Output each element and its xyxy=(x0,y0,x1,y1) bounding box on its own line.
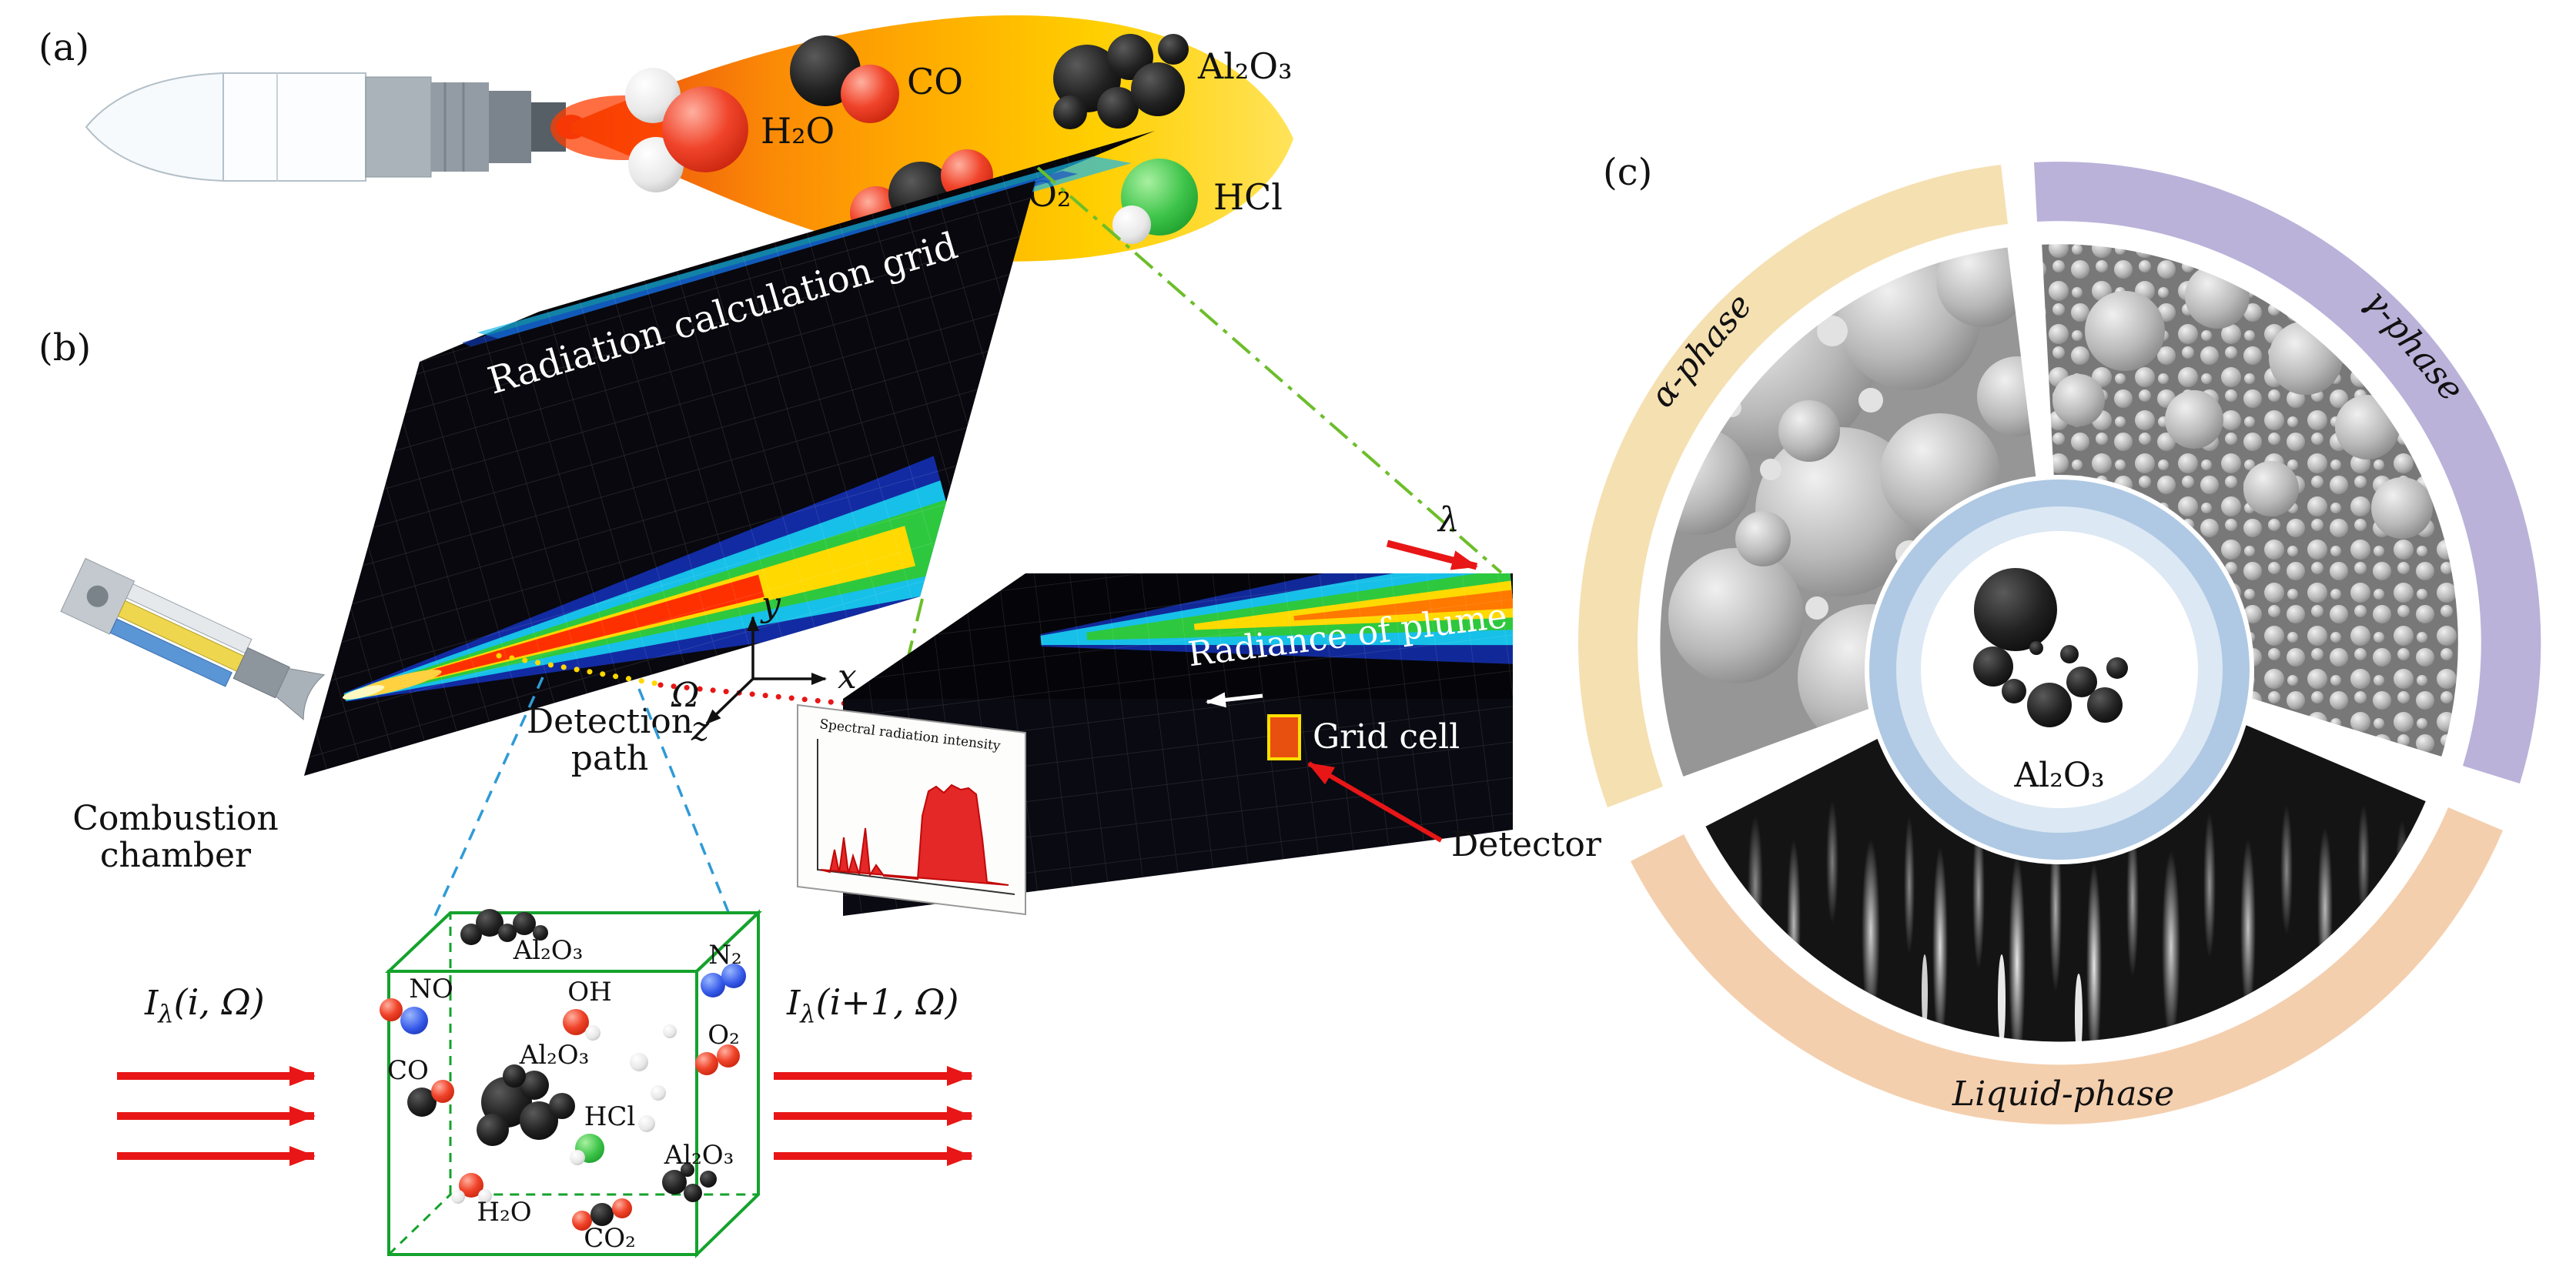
panel-b-label: (b) xyxy=(38,326,91,369)
cube-extra-atoms xyxy=(630,1024,677,1132)
grid-cell-highlight xyxy=(1267,714,1301,760)
panel-a: (a) H₂O CO xyxy=(38,15,1293,262)
cube-n2-b xyxy=(721,964,746,988)
molecule-co xyxy=(790,35,899,123)
molecule-hcl xyxy=(1112,159,1198,244)
grid-cell-label: Grid cell xyxy=(1313,717,1460,757)
intensity-out-label: Iλ(i+1, Ω) xyxy=(786,981,958,1028)
label-h2o: H₂O xyxy=(761,110,835,152)
cube-label-no: NO xyxy=(409,974,453,1004)
cube-molecules: Al₂O₃ NO OH N₂ CO Al₂O₃ HCl xyxy=(380,909,746,1254)
panel-a-label: (a) xyxy=(38,26,89,69)
intensity-in-arrows xyxy=(117,1066,316,1166)
zoom-guide-line-upper xyxy=(1036,166,1503,574)
cube-label-h2o: H₂O xyxy=(477,1197,531,1228)
cube-label-n2: N₂ xyxy=(708,940,741,971)
lambda-label: λ xyxy=(1437,500,1460,540)
center-al2o3-cluster xyxy=(1973,568,2128,727)
rocket-illustration xyxy=(85,72,587,182)
cube-co2-o1 xyxy=(572,1211,592,1231)
cube-oh-h xyxy=(585,1025,601,1041)
center-al2o3-medallion: Al₂O₃ xyxy=(1865,475,2254,864)
axis-x-label: x xyxy=(838,657,857,697)
alpha-ring-segment xyxy=(1577,165,2008,807)
sector-separators xyxy=(1654,238,2464,1048)
panel-c-label: (c) xyxy=(1603,151,1652,194)
cube-oh-o xyxy=(563,1009,589,1035)
liquid-phase-label: Liquid-phase xyxy=(1952,1074,2174,1114)
cube-guide-line-left xyxy=(433,677,544,917)
panel-b: (b) Combustion chamber xyxy=(38,131,1602,1258)
molecule-al2o3 xyxy=(1053,34,1189,129)
spectral-inset: Spectral radiation intensity xyxy=(797,703,1026,916)
combustion-chamber-illustration xyxy=(60,557,326,720)
detection-path-label-1: Detection xyxy=(527,702,693,741)
cube-co2-c xyxy=(590,1203,614,1226)
label-al2o3: Al₂O₃ xyxy=(1197,45,1293,87)
intensity-in-label: Iλ(i, Ω) xyxy=(144,981,265,1028)
cube-h2o-h1 xyxy=(451,1190,465,1204)
grid-cell-cube xyxy=(384,909,763,1258)
liquid-ring-segment xyxy=(1631,807,2503,1124)
cube-co-o xyxy=(431,1080,454,1103)
spectrum-curve xyxy=(820,784,1009,886)
detection-path-label-2: path xyxy=(571,739,648,778)
cube-label-co2: CO₂ xyxy=(584,1223,636,1254)
detection-path-yellow-dots xyxy=(496,653,659,687)
cube-o2-b xyxy=(717,1044,740,1068)
axis-y-label: y xyxy=(760,585,781,624)
combustion-chamber-label-2: chamber xyxy=(100,836,252,875)
cube-label-al2o3-right: Al₂O₃ xyxy=(664,1140,734,1171)
cube-n2-a xyxy=(701,973,725,997)
lambda-arrow xyxy=(1386,540,1478,570)
cube-h2o-h2 xyxy=(478,1189,492,1203)
label-hcl: HCl xyxy=(1213,176,1283,218)
cube-label-al2o3-mid: Al₂O₃ xyxy=(519,1040,590,1071)
cube-no-n xyxy=(400,1007,428,1034)
cube-co-c xyxy=(407,1088,437,1117)
cube-label-oh: OH xyxy=(567,977,612,1007)
cube-co2-o2 xyxy=(612,1198,632,1218)
cube-al2o3-mid-cluster xyxy=(477,1064,575,1146)
panel-c: (c) xyxy=(1577,151,2541,1124)
cube-label-co: CO xyxy=(387,1055,429,1086)
cube-label-al2o3-top: Al₂O₃ xyxy=(513,935,584,966)
cube-o2-a xyxy=(695,1052,718,1075)
cube-h2o-o xyxy=(459,1173,483,1198)
coordinate-axes xyxy=(705,616,827,725)
cube-hcl-h xyxy=(570,1150,585,1165)
radiance-box: Spectral radiation intensity Radiance of… xyxy=(797,500,1602,916)
spectrum-pointer-arrow xyxy=(1206,692,1263,708)
label-co: CO xyxy=(907,61,963,102)
cube-al2o3-top-cluster xyxy=(460,909,548,945)
cube-no-o xyxy=(380,998,403,1021)
omega-label: Ω xyxy=(671,676,699,715)
detector-label: Detector xyxy=(1451,825,1602,864)
axis-z-label: z xyxy=(691,710,710,749)
cube-label-hcl: HCl xyxy=(584,1101,636,1132)
detection-path-red-dots xyxy=(657,682,848,707)
gamma-ring-segment xyxy=(2034,162,2541,784)
detector-arrow xyxy=(1307,761,1443,843)
center-al2o3-label: Al₂O₃ xyxy=(2013,756,2104,795)
cube-al2o3-right-cluster xyxy=(662,1163,717,1202)
cube-label-o2: O₂ xyxy=(708,1020,740,1051)
molecule-h2o xyxy=(625,68,748,192)
intensity-out-arrows xyxy=(774,1066,973,1166)
combustion-chamber-label-1: Combustion xyxy=(72,799,279,838)
